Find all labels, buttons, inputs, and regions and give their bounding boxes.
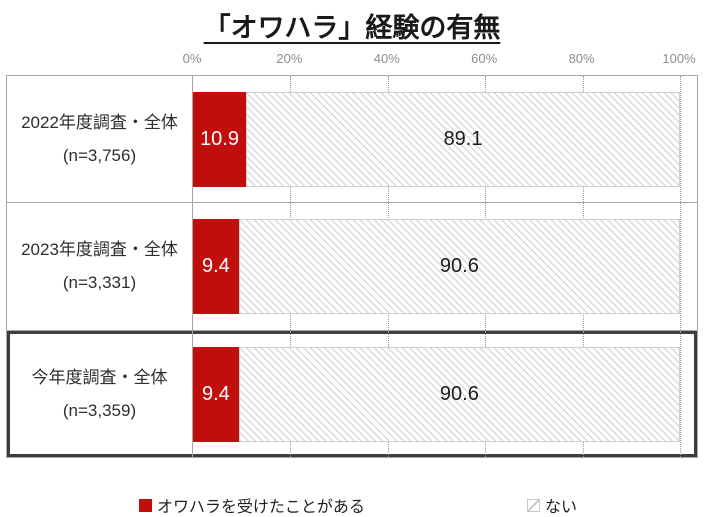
bar-value-yes: 9.4 xyxy=(201,255,230,278)
row-sample-size: (n=3,756) xyxy=(62,146,137,166)
bar-value-yes: 9.4 xyxy=(201,382,230,405)
legend-item-yes: オワハラを受けたことがある xyxy=(139,493,365,517)
x-tick-0: 0% xyxy=(182,51,202,66)
legend-label-yes: オワハラを受けたことがある xyxy=(157,499,365,516)
legend: オワハラを受けたことがある ない xyxy=(0,493,704,517)
x-tick-100: 100% xyxy=(662,51,696,66)
table-row-2023: 2023年度調査・全体 (n=3,331) 9.4 90.6 xyxy=(7,203,697,331)
bar-value-no: 89.1 xyxy=(443,128,483,150)
row-label: 2022年度調査・全体 xyxy=(21,113,178,133)
row-label-cell: 2023年度調査・全体 (n=3,331) xyxy=(7,203,192,329)
row-label-cell: 今年度調査・全体 (n=3,359) xyxy=(7,331,192,457)
bar-value-no: 90.6 xyxy=(439,382,479,405)
bar-segment-no: 90.6 xyxy=(238,346,680,442)
bar-value-no: 90.6 xyxy=(439,255,479,278)
x-axis: 0% 20% 40% 60% 80% 100% xyxy=(183,51,696,69)
bar-segment-yes: 9.4 xyxy=(193,346,239,442)
bar-value-yes: 10.9 xyxy=(200,128,239,150)
legend-label-no: ない xyxy=(545,499,578,516)
chart-title: 「オワハラ」経験の有無 xyxy=(203,13,501,43)
row-label-cell: 2022年度調査・全体 (n=3,756) xyxy=(7,76,192,202)
chart-table: 2022年度調査・全体 (n=3,756) 10.9 89.1 2023年度調査… xyxy=(6,75,698,458)
legend-swatch-red-icon xyxy=(139,498,152,512)
legend-swatch-hatched-icon xyxy=(527,498,540,512)
row-sample-size: (n=3,331) xyxy=(62,273,137,293)
table-row-current-highlighted: 今年度調査・全体 (n=3,359) 9.4 90.6 xyxy=(7,330,697,457)
bar-segment-yes: 9.4 xyxy=(193,219,239,315)
row-label: 2023年度調査・全体 xyxy=(21,240,178,260)
gridline-100 xyxy=(680,203,681,330)
x-tick-20: 20% xyxy=(276,51,303,66)
legend-item-no: ない xyxy=(527,493,577,517)
bar-track: 9.4 90.6 xyxy=(193,346,680,442)
row-chart-cell: 9.4 90.6 xyxy=(192,330,697,457)
row-sample-size: (n=3,359) xyxy=(62,400,137,420)
row-chart-cell: 9.4 90.6 xyxy=(192,203,697,330)
bar-segment-yes: 10.9 xyxy=(193,92,247,187)
gridline-100 xyxy=(680,76,681,203)
row-label: 今年度調査・全体 xyxy=(31,367,168,387)
bar-segment-no: 89.1 xyxy=(246,92,680,187)
gridline-100 xyxy=(680,330,681,457)
bar-segment-no: 90.6 xyxy=(238,219,680,315)
row-chart-cell: 10.9 89.1 xyxy=(192,76,697,203)
x-tick-40: 40% xyxy=(373,51,400,66)
bar-track: 10.9 89.1 xyxy=(193,92,680,187)
x-tick-80: 80% xyxy=(568,51,595,66)
table-row-2022: 2022年度調査・全体 (n=3,756) 10.9 89.1 xyxy=(7,76,697,204)
x-tick-60: 60% xyxy=(471,51,498,66)
bar-track: 9.4 90.6 xyxy=(193,219,680,315)
